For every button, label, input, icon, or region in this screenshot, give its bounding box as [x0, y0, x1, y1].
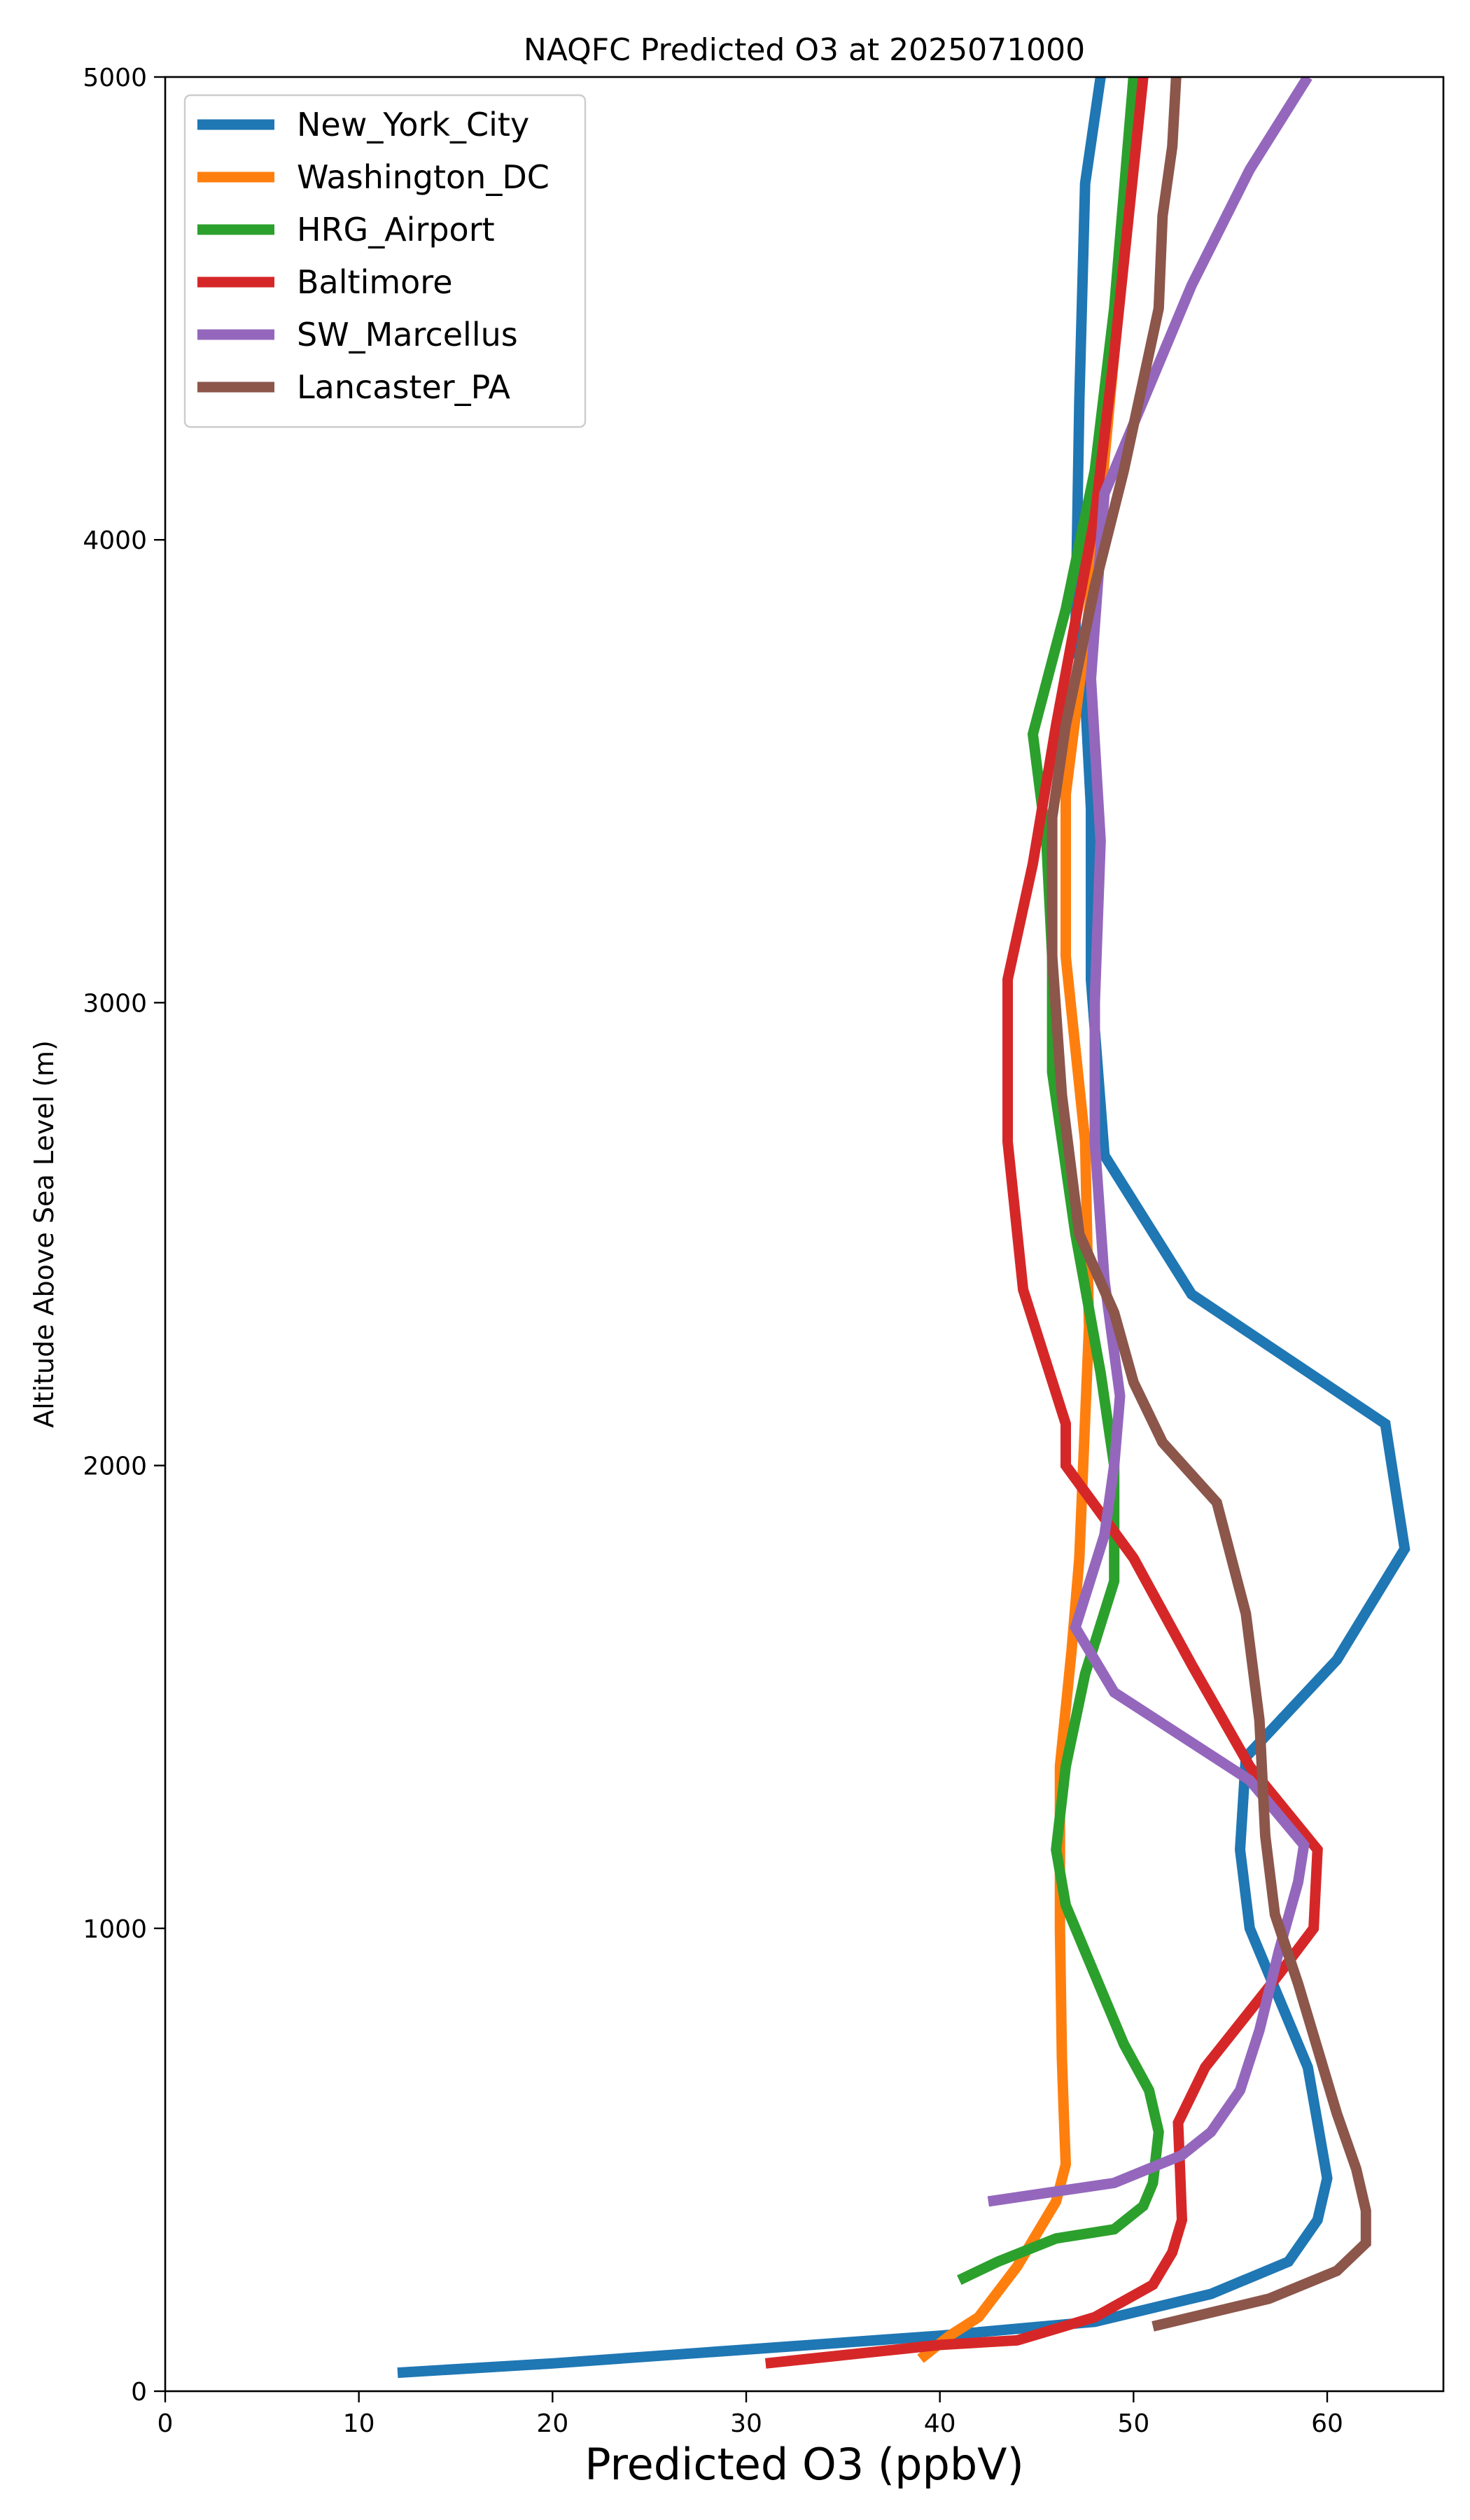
x-tick-label: 0: [158, 2409, 174, 2438]
legend-entry: New_York_City: [297, 106, 529, 144]
x-tick-label: 40: [924, 2409, 956, 2438]
legend: New_York_City Washington_DC HRG_Airport Bal…: [183, 94, 587, 428]
x-tick-label: 60: [1311, 2409, 1343, 2438]
y-tick-label: 1000: [83, 1915, 147, 1944]
chart-title: NAQFC Predicted O3 at 2025071000: [524, 32, 1085, 68]
x-tick-label: 50: [1117, 2409, 1149, 2438]
series-line-baltimore: [764, 77, 1323, 2369]
y-tick-label: 3000: [83, 989, 147, 1018]
legend-entry: Lancaster_PA: [297, 368, 510, 406]
legend-entry: Baltimore: [297, 263, 453, 301]
y-tick-label: 5000: [83, 64, 147, 92]
series-line-new-york-city: [397, 77, 1410, 2379]
legend-box: [183, 94, 587, 428]
plot-frame: [164, 76, 1445, 2393]
x-tick-label: 20: [536, 2409, 568, 2438]
series-line-hrg-airport: [957, 77, 1164, 2286]
y-axis-label: Altitude Above Sea Level (m): [29, 1040, 59, 1428]
x-axis-label: Predicted O3 (ppbV): [584, 2439, 1024, 2490]
series-line-sw-marcellus: [987, 77, 1312, 2207]
y-tick-label: 4000: [83, 526, 147, 555]
x-tick-label: 10: [343, 2409, 375, 2438]
x-tick-label: 30: [730, 2409, 762, 2438]
x-axis: 0 10 20 30 40 50 60: [158, 2391, 1343, 2438]
legend-entry: HRG_Airport: [297, 211, 495, 248]
series-layer: [397, 77, 1410, 2379]
legend-entry: SW_Marcellus: [297, 316, 518, 354]
y-axis: 0 1000 2000 3000 4000 5000: [83, 64, 165, 2407]
y-tick-label: 0: [131, 2378, 147, 2407]
y-tick-label: 2000: [83, 1452, 147, 1481]
legend-entry: Washington_DC: [297, 158, 550, 196]
series-line-lancaster-pa: [1046, 77, 1371, 2332]
